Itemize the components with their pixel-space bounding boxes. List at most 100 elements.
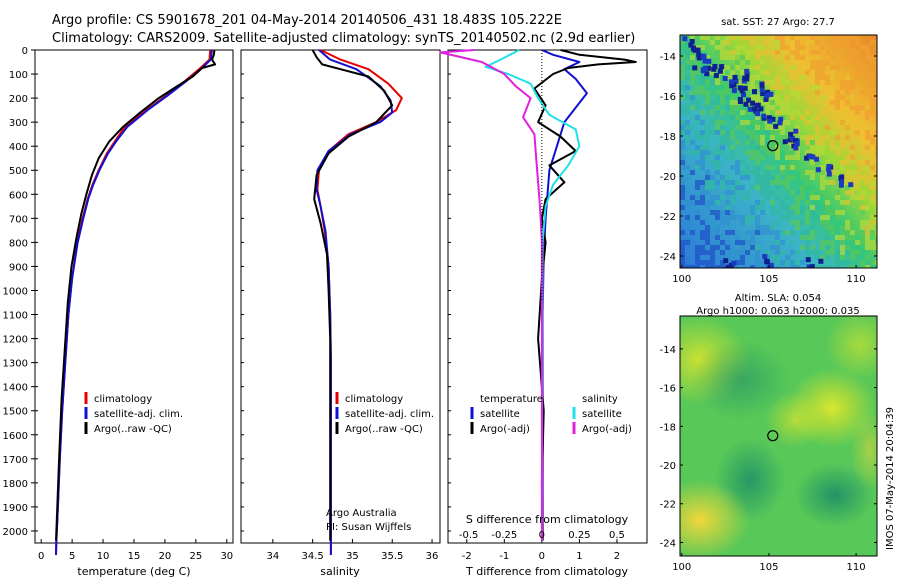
lat-tick-label: -14 bbox=[660, 345, 676, 356]
x-tick-label: 0 bbox=[38, 551, 44, 562]
lat-tick-label: -16 bbox=[660, 92, 676, 103]
lat-tick-label: -22 bbox=[660, 500, 676, 511]
series-line-salinity-satellite bbox=[484, 49, 581, 541]
lat-tick-label: -20 bbox=[660, 172, 676, 183]
temperature-panel-frame bbox=[34, 49, 234, 544]
salinity-xlabel: salinity bbox=[320, 565, 360, 578]
depth-tick-label: 1200 bbox=[3, 335, 28, 346]
x-tick-label: 34.5 bbox=[302, 551, 324, 562]
depth-axis: 0 100 200 300 400 500 600 700 800 900 1000 1100 1200… bbox=[3, 46, 35, 538]
depth-tick-label: 500 bbox=[9, 166, 28, 177]
legend-label-sal-satellite: satellite bbox=[582, 409, 622, 420]
sla-map-title-1: Altim. SLA: 0.054 bbox=[735, 293, 821, 304]
series-line-argo-raw-qc- bbox=[55, 50, 217, 541]
depth-tick-label: 1000 bbox=[3, 286, 28, 297]
x-tick-label: 15 bbox=[128, 551, 141, 562]
lon-tick-label: 105 bbox=[759, 562, 778, 573]
sst-map-title: sat. SST: 27 Argo: 27.7 bbox=[721, 17, 835, 28]
depth-tick-label: 700 bbox=[9, 214, 28, 225]
depth-tick-label: 1700 bbox=[3, 455, 28, 466]
sla-map-image bbox=[680, 313, 877, 556]
sst-map-image bbox=[680, 35, 877, 268]
sst-map-axes: -14 -16 -18 -20 -22 -24 100 105 110 bbox=[660, 52, 877, 285]
x-tick-label: 1 bbox=[576, 551, 582, 562]
argo-location-marker bbox=[767, 140, 779, 152]
series-line-temperature-argo-adj- bbox=[533, 49, 637, 541]
x-tick-label: -1 bbox=[499, 551, 509, 562]
lat-tick-label: -18 bbox=[660, 422, 676, 433]
depth-tick-label: 1500 bbox=[3, 407, 28, 418]
x-tick-label: 5 bbox=[69, 551, 75, 562]
difference-panel-frame bbox=[447, 49, 648, 544]
x-tick-label: 20 bbox=[159, 551, 172, 562]
legend-label-satellite: satellite-adj. clim. bbox=[345, 409, 434, 420]
x-tick-label: 36 bbox=[426, 551, 439, 562]
depth-tick-label: 1900 bbox=[3, 503, 28, 514]
x-tick-label: 2 bbox=[614, 551, 620, 562]
difference-legend: temperature satellite Argo(-adj) salinit… bbox=[470, 394, 632, 435]
x-tick-label: 25 bbox=[190, 551, 203, 562]
x-tick-label: 10 bbox=[97, 551, 110, 562]
temperature-xlabel: temperature (deg C) bbox=[77, 565, 190, 578]
salinity-legend: climatology satellite-adj. clim. Argo(..… bbox=[335, 392, 434, 435]
lat-tick-label: -18 bbox=[660, 132, 676, 143]
x-tick-label: 34 bbox=[266, 551, 279, 562]
legend-label-sal-argo: Argo(-adj) bbox=[582, 424, 632, 435]
difference-xlabel-top: S difference from climatology bbox=[466, 513, 629, 526]
lat-tick-label: -24 bbox=[660, 538, 676, 549]
depth-tick-label: 300 bbox=[9, 118, 28, 129]
depth-tick-label: 1800 bbox=[3, 479, 28, 490]
imos-timestamp: IMOS 07-May-2014 20:04:39 bbox=[885, 407, 896, 550]
legend-heading-temperature: temperature bbox=[480, 394, 543, 405]
lon-tick-label: 110 bbox=[847, 274, 866, 285]
legend-label-argo: Argo(..raw -QC) bbox=[94, 424, 172, 435]
x-tick-label: 35 bbox=[346, 551, 359, 562]
s-tick-label: -0.5 bbox=[459, 530, 479, 541]
legend-label-climatology: climatology bbox=[345, 394, 403, 405]
depth-tick-label: 0 bbox=[22, 46, 28, 57]
argo-location-marker bbox=[767, 430, 779, 442]
depth-tick-label: 400 bbox=[9, 142, 28, 153]
s-tick-label: 0 bbox=[539, 530, 545, 541]
lat-tick-label: -16 bbox=[660, 384, 676, 395]
legend-label-climatology: climatology bbox=[94, 394, 152, 405]
salinity-panel-frame bbox=[240, 49, 441, 544]
depth-tick-label: 1100 bbox=[3, 311, 28, 322]
lat-tick-label: -14 bbox=[660, 52, 676, 63]
lon-tick-label: 105 bbox=[759, 274, 778, 285]
depth-tick-label: 1400 bbox=[3, 383, 28, 394]
depth-tick-label: 1600 bbox=[3, 431, 28, 442]
lat-tick-label: -20 bbox=[660, 461, 676, 472]
lon-tick-label: 110 bbox=[847, 562, 866, 573]
x-tick-label: 0 bbox=[539, 551, 545, 562]
legend-heading-salinity: salinity bbox=[582, 394, 618, 405]
pi-name-label: PI: Susan Wijffels bbox=[326, 522, 411, 533]
sst-map-frame bbox=[679, 34, 878, 269]
legend-label-satellite: satellite-adj. clim. bbox=[94, 409, 183, 420]
s-tick-label: 0.5 bbox=[609, 530, 625, 541]
depth-tick-label: 200 bbox=[9, 94, 28, 105]
s-tick-label: -0.25 bbox=[491, 530, 517, 541]
difference-xlabel: T difference from climatology bbox=[465, 565, 628, 578]
legend-label-temp-satellite: satellite bbox=[480, 409, 520, 420]
depth-tick-label: 1300 bbox=[3, 359, 28, 370]
series-line-argo-raw-qc- bbox=[311, 49, 394, 541]
salinity-plot: 34 34.5 35 35.5 36 bbox=[241, 49, 439, 562]
series-line-salinity-argo-adj- bbox=[439, 49, 543, 541]
series-line-satellite-adj-clim- bbox=[55, 49, 213, 556]
series-line-climatology bbox=[55, 49, 212, 556]
header-line1: Argo profile: CS 5901678_201 04-May-2014… bbox=[52, 13, 562, 28]
depth-tick-label: 900 bbox=[9, 262, 28, 273]
x-tick-label: -2 bbox=[462, 551, 472, 562]
legend-label-argo: Argo(..raw -QC) bbox=[345, 424, 423, 435]
sla-map-title-2: Argo h1000: 0.063 h2000: 0.035 bbox=[696, 306, 860, 317]
series-line-satellite-adj-clim- bbox=[315, 49, 394, 555]
depth-tick-label: 800 bbox=[9, 238, 28, 249]
lat-tick-label: -22 bbox=[660, 212, 676, 223]
x-tick-label: 30 bbox=[220, 551, 233, 562]
lon-tick-label: 100 bbox=[672, 562, 691, 573]
depth-tick-label: 600 bbox=[9, 190, 28, 201]
argo-australia-label: Argo Australia bbox=[326, 508, 397, 519]
depth-tick-label: 2000 bbox=[3, 527, 28, 538]
sla-map-axes: -14 -16 -18 -20 -22 -24 100 105 110 bbox=[660, 345, 877, 573]
